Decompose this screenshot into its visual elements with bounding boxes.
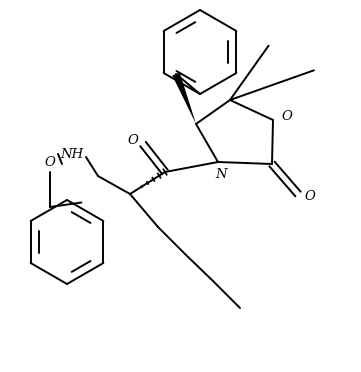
Text: O: O	[282, 109, 292, 122]
Text: N: N	[215, 167, 227, 180]
Text: O: O	[305, 189, 316, 202]
Text: O: O	[44, 155, 56, 169]
Text: NH: NH	[60, 148, 83, 160]
Text: O: O	[127, 134, 138, 147]
Polygon shape	[172, 73, 196, 124]
